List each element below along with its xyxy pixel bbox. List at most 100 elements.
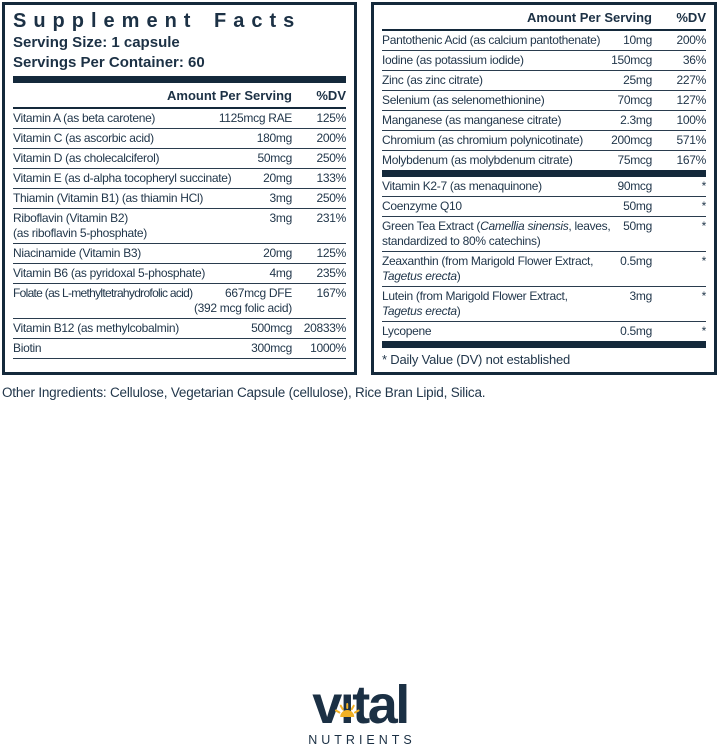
nutrient-dv: 235%: [316, 266, 347, 280]
table-header: Amount Per Serving %DV: [13, 83, 346, 109]
nutrient-name: Riboflavin (Vitamin B2) (as riboflavin 5-…: [13, 211, 147, 240]
nutrient-amount: 50mcg: [257, 151, 292, 165]
nutrient-dv: 200%: [676, 33, 707, 47]
nutrient-dv: 167%: [316, 286, 347, 300]
table-row: Iodine (as potassium iodide) 150mcg 36%: [382, 51, 706, 71]
nutrient-name: Molybdenum (as molybdenum citrate): [382, 153, 573, 167]
nutrient-name: Folate (as L-methyltetrahydrofolic acid): [13, 286, 193, 300]
nutrient-amount: 20mg: [263, 246, 292, 260]
column-header-dv: %DV: [676, 10, 706, 25]
column-header-dv: %DV: [316, 88, 346, 103]
nutrient-dv: 200%: [316, 131, 347, 145]
nutrient-name: Vitamin C (as ascorbic acid): [13, 131, 154, 145]
nutrient-amount: 0.5mg: [620, 254, 652, 268]
table-row: Vitamin C (as ascorbic acid) 180mg 200%: [13, 129, 346, 149]
divider-bar: [382, 341, 706, 348]
table-row: Riboflavin (Vitamin B2) (as riboflavin 5-…: [13, 209, 346, 244]
table-row: Molybdenum (as molybdenum citrate) 75mcg 1…: [382, 151, 706, 170]
nutrient-name: Vitamin K2-7 (as menaquinone): [382, 179, 542, 193]
nutrient-name: Zeaxanthin (from Marigold Flower Extract…: [382, 254, 594, 283]
vital-nutrients-logo: vıtal NUTRIENTS: [304, 678, 416, 747]
column-header-amount: Amount Per Serving: [527, 10, 652, 25]
nutrient-name: Vitamin B12 (as methylcobalmin): [13, 321, 179, 335]
table-row: Vitamin B12 (as methylcobalmin) 500mcg 208…: [13, 319, 346, 339]
nutrient-name: Vitamin B6 (as pyridoxal 5-phosphate): [13, 266, 206, 280]
nutrient-dv: 1000%: [310, 341, 346, 355]
sun-icon: [334, 673, 360, 727]
nutrient-dv: 250%: [316, 191, 347, 205]
other-ingredients: Other Ingredients: Cellulose, Vegetarian…: [2, 385, 486, 400]
nutrient-amount: 300mcg: [251, 341, 292, 355]
table-row: Vitamin E (as d-alpha tocopheryl succina…: [13, 169, 346, 189]
serving-size: Serving Size: 1 capsule: [13, 34, 180, 51]
table-row: Niacinamide (Vitamin B3) 20mg 125%: [13, 244, 346, 264]
table-row: Coenzyme Q10 50mg *: [382, 197, 706, 217]
nutrient-name: Pantothenic Acid (as calcium pantothenat…: [382, 33, 601, 47]
nutrient-name: Vitamin D (as cholecalciferol): [13, 151, 160, 165]
nutrient-name: Thiamin (Vitamin B1) (as thiamin HCl): [13, 191, 204, 205]
nutrient-dv: 133%: [316, 171, 347, 185]
nutrient-dv: *: [701, 219, 707, 233]
nutrient-dv: *: [701, 199, 707, 213]
nutrient-amount: 90mcg: [617, 179, 652, 193]
nutrient-dv: 36%: [682, 53, 706, 67]
nutrient-dv: 250%: [316, 151, 347, 165]
nutrient-amount: 75mcg: [617, 153, 652, 167]
nutrient-dv: 20833%: [303, 321, 347, 335]
nutrient-dv: 231%: [316, 211, 347, 225]
nutrient-name: Vitamin A (as beta carotene): [13, 111, 156, 125]
nutrient-name: Niacinamide (Vitamin B3): [13, 246, 141, 260]
nutrient-dv: 227%: [676, 73, 707, 87]
table-row: Biotin 300mcg 1000%: [13, 339, 346, 359]
brand-wordmark: vıtal: [312, 675, 410, 735]
nutrient-amount-line2: (392 mcg folic acid): [193, 301, 292, 315]
nutrient-name: Lycopene: [382, 324, 432, 338]
table-row: Zeaxanthin (from Marigold Flower Extract…: [382, 252, 706, 287]
servings-per-container: Servings Per Container: 60: [13, 53, 205, 71]
nutrient-name: Green Tea Extract (Camellia sinensis, le…: [382, 219, 611, 248]
nutrient-amount: 150mcg: [611, 53, 652, 67]
supplement-facts-panel-right: Amount Per Serving %DV Pantothenic Acid …: [371, 2, 717, 375]
nutrient-amount: 50mg: [623, 219, 652, 233]
nutrient-dv: 125%: [316, 111, 347, 125]
nutrient-amount: 667mcg DFE: [224, 286, 292, 300]
divider-bar: [13, 76, 346, 83]
nutrient-dv: *: [701, 289, 707, 303]
table-row: Lutein (from Marigold Flower Extract, Tag…: [382, 287, 706, 322]
nutrient-amount: 1125mcg RAE: [218, 111, 292, 125]
nutrient-amount: 10mg: [623, 33, 652, 47]
nutrient-amount: 25mg: [623, 73, 652, 87]
table-row: Selenium (as selenomethionine) 70mcg 127%: [382, 91, 706, 111]
nutrient-amount: 200mcg: [611, 133, 652, 147]
nutrient-name: Biotin: [13, 341, 42, 355]
nutrient-dv: *: [701, 179, 707, 193]
nutrient-rows-right-bottom: Vitamin K2-7 (as menaquinone) 90mcg * Coenz…: [382, 177, 706, 341]
nutrient-dv: 167%: [676, 153, 707, 167]
nutrient-name: Vitamin E (as d-alpha tocopheryl succina…: [13, 171, 232, 185]
brand-subtext: NUTRIENTS: [308, 733, 416, 747]
daily-value-footnote: * Daily Value (DV) not established: [382, 352, 571, 367]
nutrient-rows-right-top: Pantothenic Acid (as calcium pantothenat…: [382, 31, 706, 170]
nutrient-dv: 571%: [676, 133, 707, 147]
nutrient-amount: 20mg: [263, 171, 292, 185]
table-row: Chromium (as chromium polynicotinate) 200…: [382, 131, 706, 151]
divider-bar: [382, 170, 706, 177]
nutrient-dv: *: [701, 324, 707, 338]
nutrient-name: Selenium (as selenomethionine): [382, 93, 545, 107]
table-row: Pantothenic Acid (as calcium pantothenat…: [382, 31, 706, 51]
table-row: Folate (as L-methyltetrahydrofolic acid)…: [13, 284, 346, 319]
table-row: Manganese (as manganese citrate) 2.3mg 100…: [382, 111, 706, 131]
nutrient-name: Iodine (as potassium iodide): [382, 53, 524, 67]
brand-wordmark-text: vıtal: [312, 675, 410, 735]
table-row: Zinc (as zinc citrate) 25mg 227%: [382, 71, 706, 91]
nutrient-name: Chromium (as chromium polynicotinate): [382, 133, 583, 147]
table-row: Vitamin K2-7 (as menaquinone) 90mcg *: [382, 177, 706, 197]
nutrient-amount: 50mg: [623, 199, 652, 213]
table-row: Green Tea Extract (Camellia sinensis, le…: [382, 217, 706, 252]
nutrient-amount: 500mcg: [251, 321, 292, 335]
table-row: Vitamin A (as beta carotene) 1125mcg RAE 1…: [13, 109, 346, 129]
nutrient-dv: *: [701, 254, 707, 268]
table-row: Vitamin B6 (as pyridoxal 5-phosphate) 4mg…: [13, 264, 346, 284]
supplement-facts-panel-left: Supplement Facts Serving Size: 1 capsule…: [2, 2, 357, 375]
nutrient-name: Manganese (as manganese citrate): [382, 113, 562, 127]
